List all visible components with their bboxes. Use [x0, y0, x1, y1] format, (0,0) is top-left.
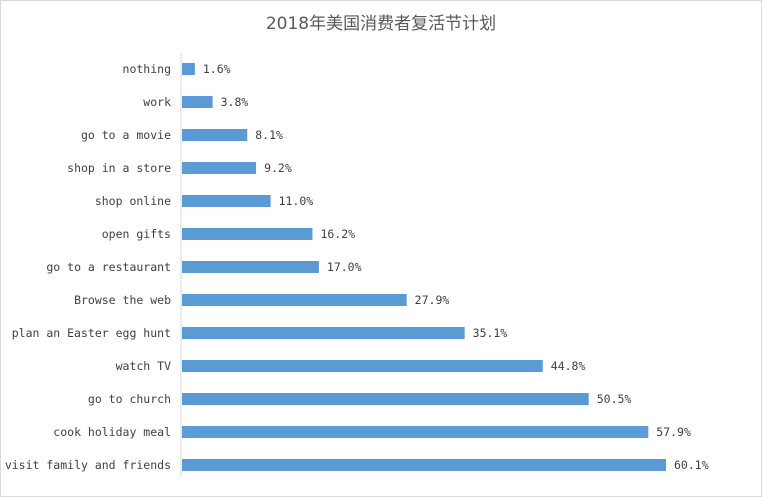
- data-label: 11.0%: [279, 194, 314, 208]
- category-label: cook holiday meal: [53, 425, 171, 439]
- bar: [182, 96, 213, 108]
- bar: [182, 327, 465, 339]
- data-label: 8.1%: [255, 128, 283, 142]
- category-label: watch TV: [116, 359, 171, 373]
- chart-title: 2018年美国消费者复活节计划: [265, 14, 497, 34]
- bar: [182, 261, 319, 273]
- category-label: work: [143, 95, 171, 109]
- category-label: visit family and friends: [5, 458, 171, 472]
- bar: [182, 228, 313, 240]
- data-label: 27.9%: [415, 293, 450, 307]
- category-label: shop in a store: [67, 161, 171, 175]
- category-label: Browse the web: [74, 293, 171, 307]
- bar: [182, 360, 543, 372]
- category-label: open gifts: [102, 227, 171, 241]
- bar: [182, 195, 271, 207]
- data-label: 44.8%: [551, 359, 586, 373]
- category-label: nothing: [123, 62, 171, 76]
- data-label: 16.2%: [320, 227, 355, 241]
- data-label: 50.5%: [597, 392, 632, 406]
- data-label: 35.1%: [473, 326, 508, 340]
- category-label: shop online: [95, 194, 171, 208]
- category-label: go to church: [88, 392, 171, 406]
- data-label: 57.9%: [656, 425, 691, 439]
- bar: [182, 459, 666, 471]
- bar: [182, 129, 248, 141]
- data-label: 17.0%: [327, 260, 362, 274]
- bar: [182, 162, 257, 174]
- category-label: plan an Easter egg hunt: [12, 326, 171, 340]
- data-label: 60.1%: [674, 458, 709, 472]
- data-label: 9.2%: [264, 161, 292, 175]
- bar: [182, 426, 649, 438]
- category-label: go to a restaurant: [46, 260, 171, 274]
- category-label: go to a movie: [81, 128, 171, 142]
- bar: [182, 63, 195, 75]
- bar: [182, 294, 407, 306]
- bar: [182, 393, 589, 405]
- data-label: 3.8%: [221, 95, 249, 109]
- data-label: 1.6%: [203, 62, 231, 76]
